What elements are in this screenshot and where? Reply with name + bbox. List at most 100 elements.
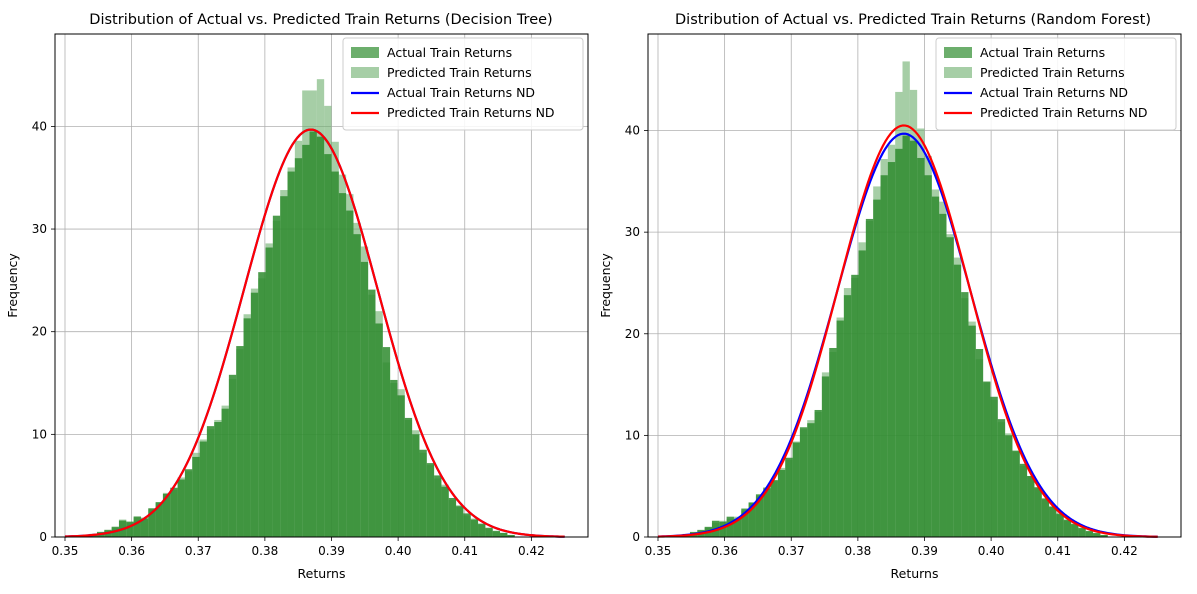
actual-bar xyxy=(1078,527,1086,537)
y-tick-label: 10 xyxy=(32,427,47,441)
x-tick-label: 0.36 xyxy=(711,544,738,558)
actual-bar xyxy=(250,292,259,537)
plot-frame xyxy=(647,33,1182,538)
actual-bar xyxy=(895,148,903,537)
y-tick-label: 20 xyxy=(625,327,640,341)
x-tick-label: 0.35 xyxy=(645,544,672,558)
actual-bar xyxy=(1005,435,1013,537)
x-tick-label: 0.37 xyxy=(778,544,805,558)
y-axis-label: Frequency xyxy=(5,253,20,318)
actual-bar xyxy=(814,409,822,537)
actual-bar xyxy=(843,295,852,537)
y-tick-label: 20 xyxy=(32,325,47,339)
actual-bar xyxy=(733,518,742,537)
actual-bar xyxy=(375,323,383,537)
actual-bar xyxy=(763,488,771,537)
legend-swatch xyxy=(351,47,379,58)
x-tick-label: 0.39 xyxy=(911,544,938,558)
y-axis-label: Frequency xyxy=(598,253,613,318)
actual-bar xyxy=(953,264,962,537)
actual-bar xyxy=(280,196,288,537)
x-tick-label: 0.41 xyxy=(1044,544,1071,558)
actual-bar xyxy=(419,449,427,537)
actual-bar xyxy=(983,381,991,537)
y-tick-label: 30 xyxy=(625,225,640,239)
actual-bar xyxy=(126,521,134,537)
actual-bar xyxy=(1085,530,1094,537)
x-axis-ticks: 0.35 0.36 0.37 0.38 0.39 0.40 0.41 0.42 xyxy=(645,537,1138,558)
legend-label: Predicted Train Returns xyxy=(387,65,532,80)
x-tick-label: 0.41 xyxy=(451,544,478,558)
actual-bar xyxy=(192,456,200,537)
actual-histogram xyxy=(74,131,515,538)
legend-swatch xyxy=(351,67,379,78)
legend-box xyxy=(935,37,1177,131)
x-tick-label: 0.40 xyxy=(978,544,1005,558)
actual-bar xyxy=(1056,513,1064,537)
actual-bar xyxy=(1063,519,1072,537)
actual-bar xyxy=(741,508,749,537)
actual-bar xyxy=(206,426,215,537)
actual-bar xyxy=(162,493,171,537)
actual-bar xyxy=(236,346,244,537)
actual-bar xyxy=(228,374,237,537)
nd-curves xyxy=(657,124,1158,538)
x-tick-label: 0.38 xyxy=(845,544,872,558)
actual-bar xyxy=(390,379,398,537)
legend-label: Actual Train Returns ND xyxy=(387,85,535,100)
actual-bar xyxy=(353,234,361,537)
x-tick-label: 0.42 xyxy=(1111,544,1138,558)
actual-bar xyxy=(133,516,141,537)
actual-bar xyxy=(799,427,808,537)
actual-bar xyxy=(748,502,756,537)
actual-bar xyxy=(382,347,391,537)
legend-label: Predicted Train Returns ND xyxy=(387,105,555,120)
actual-bar xyxy=(265,247,273,537)
actual-bar xyxy=(456,506,464,537)
actual-bar xyxy=(177,479,185,537)
actual-bar xyxy=(404,417,413,537)
actual-bar xyxy=(448,497,457,537)
actual-bar xyxy=(975,349,984,537)
actual-bar xyxy=(492,530,501,537)
actual-bar xyxy=(821,376,830,537)
y-tick-label: 40 xyxy=(625,124,640,138)
y-axis-ticks: 0 10 20 30 40 xyxy=(625,124,648,544)
actual-bar xyxy=(726,516,734,537)
actual-bar xyxy=(309,131,317,538)
actual-bar xyxy=(360,261,369,537)
actual-bar xyxy=(1093,532,1101,537)
actual-bar xyxy=(368,289,376,537)
actual-bar xyxy=(170,487,178,537)
actual-bar xyxy=(1034,487,1042,537)
actual-bar xyxy=(865,218,874,538)
actual-bar xyxy=(873,199,881,537)
legend-label: Predicted Train Returns xyxy=(980,65,1125,80)
y-tick-label: 40 xyxy=(32,119,47,133)
x-tick-label: 0.38 xyxy=(252,544,279,558)
actual-bar xyxy=(324,154,332,538)
actual-bar xyxy=(858,250,866,537)
y-tick-label: 30 xyxy=(32,222,47,236)
plot-frame xyxy=(54,33,589,538)
actual-bar xyxy=(931,196,940,537)
actual-bar xyxy=(148,508,156,537)
actual-bar xyxy=(507,534,515,537)
actual-bar xyxy=(1071,523,1079,537)
x-tick-label: 0.35 xyxy=(52,544,79,558)
actual-bar xyxy=(478,523,486,537)
y-axis-ticks: 0 10 20 30 40 xyxy=(32,119,55,544)
actual-bar xyxy=(792,442,800,537)
nd-curves xyxy=(64,128,565,538)
legend-swatch xyxy=(944,47,972,58)
y-tick-label: 0 xyxy=(632,530,640,544)
actual-bar xyxy=(719,521,727,537)
actual-bar xyxy=(470,519,479,537)
actual-bar xyxy=(829,347,837,537)
legend-swatch xyxy=(944,67,972,78)
chart-title: Distribution of Actual vs. Predicted Tra… xyxy=(89,12,552,28)
actual-bar xyxy=(785,457,793,537)
actual-bar xyxy=(924,175,932,537)
